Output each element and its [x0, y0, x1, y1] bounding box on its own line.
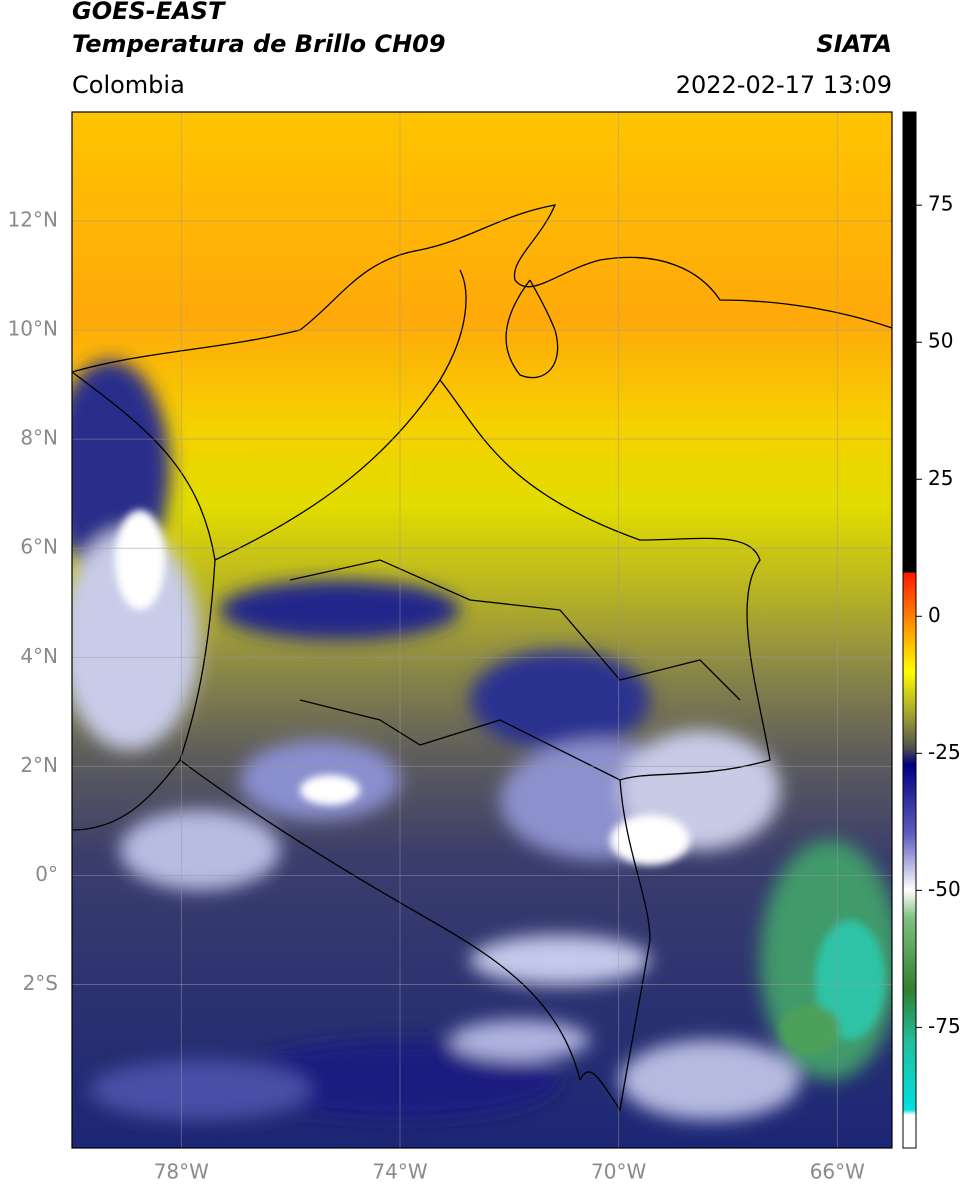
lon-label: 66°W	[810, 1160, 865, 1184]
datetime: 2022-02-17 13:09	[676, 71, 892, 99]
lat-label: 10°N	[8, 317, 58, 341]
colorbar-label: 75	[928, 192, 953, 216]
region: Colombia	[72, 71, 185, 99]
lon-label: 74°W	[372, 1160, 427, 1184]
subtitle: Temperatura de Brillo CH09	[72, 30, 446, 58]
colorbar	[902, 111, 917, 1149]
colorbar-label: -50	[928, 877, 961, 901]
lat-label: 6°N	[20, 535, 58, 559]
colorbar-label: 0	[928, 603, 941, 627]
lat-label: 12°N	[8, 208, 58, 232]
lon-label: 70°W	[591, 1160, 646, 1184]
lon-label: 78°W	[154, 1160, 209, 1184]
colorbar-label: 25	[928, 466, 953, 490]
graticule	[72, 112, 892, 1148]
lat-label: 4°N	[20, 644, 58, 668]
lat-label: 2°S	[23, 971, 58, 995]
lat-label: 0°	[35, 862, 58, 886]
lat-label: 8°N	[20, 426, 58, 450]
title: GOES-EAST	[72, 0, 226, 25]
colorbar-label: -75	[928, 1014, 961, 1038]
source: SIATA	[816, 30, 892, 58]
colorbar-label: 50	[928, 329, 953, 353]
colorbar-label: -25	[928, 740, 961, 764]
satellite-image	[72, 112, 892, 1148]
lat-label: 2°N	[20, 753, 58, 777]
map-frame	[71, 111, 893, 1149]
